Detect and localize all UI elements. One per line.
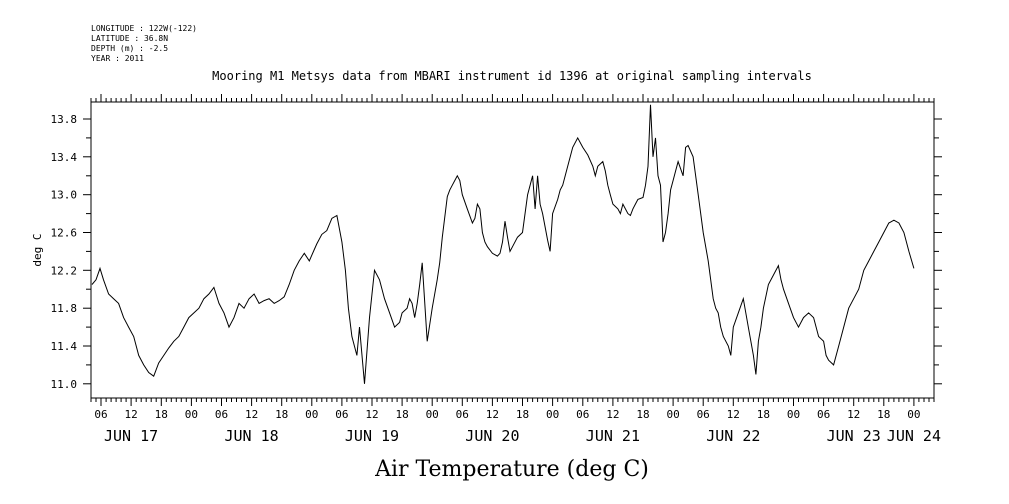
x-tick-label: 06 bbox=[215, 408, 228, 421]
x-day-label: JUN 17 bbox=[104, 427, 158, 445]
y-axis-label: deg C bbox=[31, 233, 44, 266]
y-tick-label: 11.4 bbox=[51, 340, 78, 353]
chart-title: Mooring M1 Metsys data from MBARI instru… bbox=[212, 69, 812, 83]
x-tick-label: 12 bbox=[606, 408, 619, 421]
x-tick-label: 00 bbox=[305, 408, 318, 421]
x-tick-label: 18 bbox=[395, 408, 408, 421]
depth-label: DEPTH (m) : -2.5 bbox=[91, 44, 168, 53]
series-line-air-temperature bbox=[91, 104, 915, 384]
y-tick-label: 12.6 bbox=[51, 227, 78, 240]
x-tick-label: 06 bbox=[94, 408, 107, 421]
y-tick-label: 13.0 bbox=[51, 189, 78, 202]
x-tick-label: 00 bbox=[787, 408, 800, 421]
year-label: YEAR : 2011 bbox=[91, 54, 144, 63]
x-tick-label: 12 bbox=[486, 408, 499, 421]
x-tick-labels: 06 12 18 00 06 12 18 00 06 12 18 00 06 12 18 00 06 12 18 00… bbox=[94, 408, 920, 421]
y-tick-label: 11.0 bbox=[51, 378, 78, 391]
x-tick-label: 06 bbox=[817, 408, 830, 421]
x-day-label: JUN 22 bbox=[706, 427, 760, 445]
plot-frame bbox=[90, 101, 935, 399]
x-tick-label: 00 bbox=[185, 408, 198, 421]
x-tick-label: 06 bbox=[456, 408, 469, 421]
y-tick-labels: 11.0 11.4 11.8 12.2 12.6 13.0 13.4 13.8 bbox=[51, 113, 78, 391]
x-tick-label: 12 bbox=[124, 408, 137, 421]
x-tick-label: 18 bbox=[275, 408, 288, 421]
x-day-label: JUN 18 bbox=[225, 427, 279, 445]
x-day-label: JUN 23 bbox=[827, 427, 881, 445]
x-tick-label: 00 bbox=[426, 408, 439, 421]
x-tick-label: 00 bbox=[546, 408, 559, 421]
x-day-labels: JUN 17 JUN 18 JUN 19 JUN 20 JUN 21 JUN 22 JUN … bbox=[104, 427, 941, 445]
y-tick-label: 11.8 bbox=[51, 302, 78, 315]
x-axis-title: Air Temperature (deg C) bbox=[374, 457, 649, 482]
latitude-label: LATITUDE : 36.8N bbox=[91, 34, 168, 43]
y-tick-label: 13.4 bbox=[51, 151, 78, 164]
x-tick-label: 18 bbox=[757, 408, 770, 421]
x-tick-label: 06 bbox=[697, 408, 710, 421]
x-tick-label: 18 bbox=[877, 408, 890, 421]
axis-ticks bbox=[83, 94, 942, 406]
y-tick-label: 13.8 bbox=[51, 113, 78, 126]
x-day-label: JUN 21 bbox=[586, 427, 640, 445]
x-tick-label: 00 bbox=[907, 408, 920, 421]
x-tick-label: 18 bbox=[636, 408, 649, 421]
x-tick-label: 06 bbox=[335, 408, 348, 421]
x-tick-label: 06 bbox=[576, 408, 589, 421]
longitude-label: LONGITUDE : 122W(-122) bbox=[91, 24, 197, 33]
x-tick-label: 00 bbox=[666, 408, 679, 421]
x-day-label: JUN 19 bbox=[345, 427, 399, 445]
y-tick-label: 12.2 bbox=[51, 264, 78, 277]
x-tick-label: 12 bbox=[245, 408, 258, 421]
x-day-label: JUN 20 bbox=[465, 427, 519, 445]
x-tick-label: 18 bbox=[516, 408, 529, 421]
x-tick-label: 12 bbox=[727, 408, 740, 421]
x-tick-label: 18 bbox=[155, 408, 168, 421]
x-tick-label: 12 bbox=[365, 408, 378, 421]
x-tick-label: 12 bbox=[847, 408, 860, 421]
x-day-label: JUN 24 bbox=[887, 427, 941, 445]
